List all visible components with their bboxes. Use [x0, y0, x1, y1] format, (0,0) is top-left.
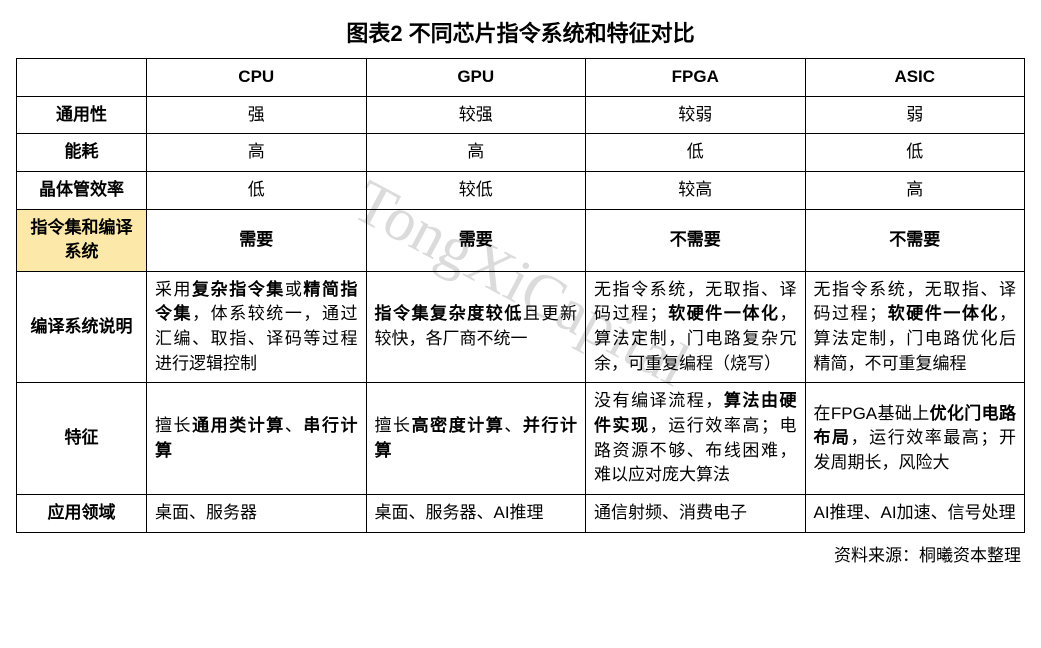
source-line: 资料来源：桐曦资本整理	[16, 541, 1025, 566]
table-cell: 没有编译流程，算法由硬件实现，运行效率高；电路资源不够、布线困难，难以应对庞大算…	[586, 383, 806, 495]
row-header: 指令集和编译系统	[17, 209, 147, 271]
table-row: 应用领域桌面、服务器桌面、服务器、AI推理通信射频、消费电子AI推理、AI加速、…	[17, 494, 1025, 532]
corner-cell	[17, 59, 147, 97]
table-row: 晶体管效率低较低较高高	[17, 171, 1025, 209]
row-header: 通用性	[17, 96, 147, 134]
table-cell: 需要	[147, 209, 367, 271]
table-header-row: CPU GPU FPGA ASIC	[17, 59, 1025, 97]
table-title: 图表2 不同芯片指令系统和特征对比	[16, 16, 1025, 48]
row-header: 应用领域	[17, 494, 147, 532]
table-cell: 采用复杂指令集或精简指令集，体系较统一，通过汇编、取指、译码等过程进行逻辑控制	[147, 271, 367, 383]
table-row: 编译系统说明采用复杂指令集或精简指令集，体系较统一，通过汇编、取指、译码等过程进…	[17, 271, 1025, 383]
table-row: 指令集和编译系统需要需要不需要不需要	[17, 209, 1025, 271]
figure-container: 图表2 不同芯片指令系统和特征对比 TongXiCapital CPU GPU …	[0, 0, 1041, 582]
comparison-table: CPU GPU FPGA ASIC 通用性强较强较弱弱能耗高高低低晶体管效率低较…	[16, 58, 1025, 533]
table-cell: 低	[805, 134, 1025, 172]
col-header: GPU	[366, 59, 586, 97]
table-cell: 弱	[805, 96, 1025, 134]
row-header: 能耗	[17, 134, 147, 172]
table-cell: 高	[366, 134, 586, 172]
table-row: 特征擅长通用类计算、串行计算擅长高密度计算、并行计算没有编译流程，算法由硬件实现…	[17, 383, 1025, 495]
table-cell: 不需要	[586, 209, 806, 271]
table-cell: 较高	[586, 171, 806, 209]
row-header: 晶体管效率	[17, 171, 147, 209]
table-cell: 无指令系统，无取指、译码过程；软硬件一体化，算法定制，门电路复杂冗余，可重复编程…	[586, 271, 806, 383]
table-cell: 低	[586, 134, 806, 172]
table-body: 通用性强较强较弱弱能耗高高低低晶体管效率低较低较高高指令集和编译系统需要需要不需…	[17, 96, 1025, 532]
table-cell: 高	[805, 171, 1025, 209]
row-header: 特征	[17, 383, 147, 495]
table-cell: 在FPGA基础上优化门电路布局，运行效率最高；开发周期长，风险大	[805, 383, 1025, 495]
col-header: FPGA	[586, 59, 806, 97]
table-row: 能耗高高低低	[17, 134, 1025, 172]
col-header: CPU	[147, 59, 367, 97]
table-cell: 较强	[366, 96, 586, 134]
table-cell: 需要	[366, 209, 586, 271]
table-row: 通用性强较强较弱弱	[17, 96, 1025, 134]
table-cell: 低	[147, 171, 367, 209]
table-cell: 高	[147, 134, 367, 172]
table-cell: 强	[147, 96, 367, 134]
table-cell: 不需要	[805, 209, 1025, 271]
table-cell: AI推理、AI加速、信号处理	[805, 494, 1025, 532]
table-cell: 桌面、服务器	[147, 494, 367, 532]
table-cell: 通信射频、消费电子	[586, 494, 806, 532]
table-cell: 擅长通用类计算、串行计算	[147, 383, 367, 495]
table-cell: 无指令系统，无取指、译码过程；软硬件一体化，算法定制，门电路优化后精简，不可重复…	[805, 271, 1025, 383]
table-cell: 较低	[366, 171, 586, 209]
table-cell: 较弱	[586, 96, 806, 134]
table-cell: 桌面、服务器、AI推理	[366, 494, 586, 532]
col-header: ASIC	[805, 59, 1025, 97]
row-header: 编译系统说明	[17, 271, 147, 383]
table-cell: 擅长高密度计算、并行计算	[366, 383, 586, 495]
table-cell: 指令集复杂度较低且更新较快，各厂商不统一	[366, 271, 586, 383]
